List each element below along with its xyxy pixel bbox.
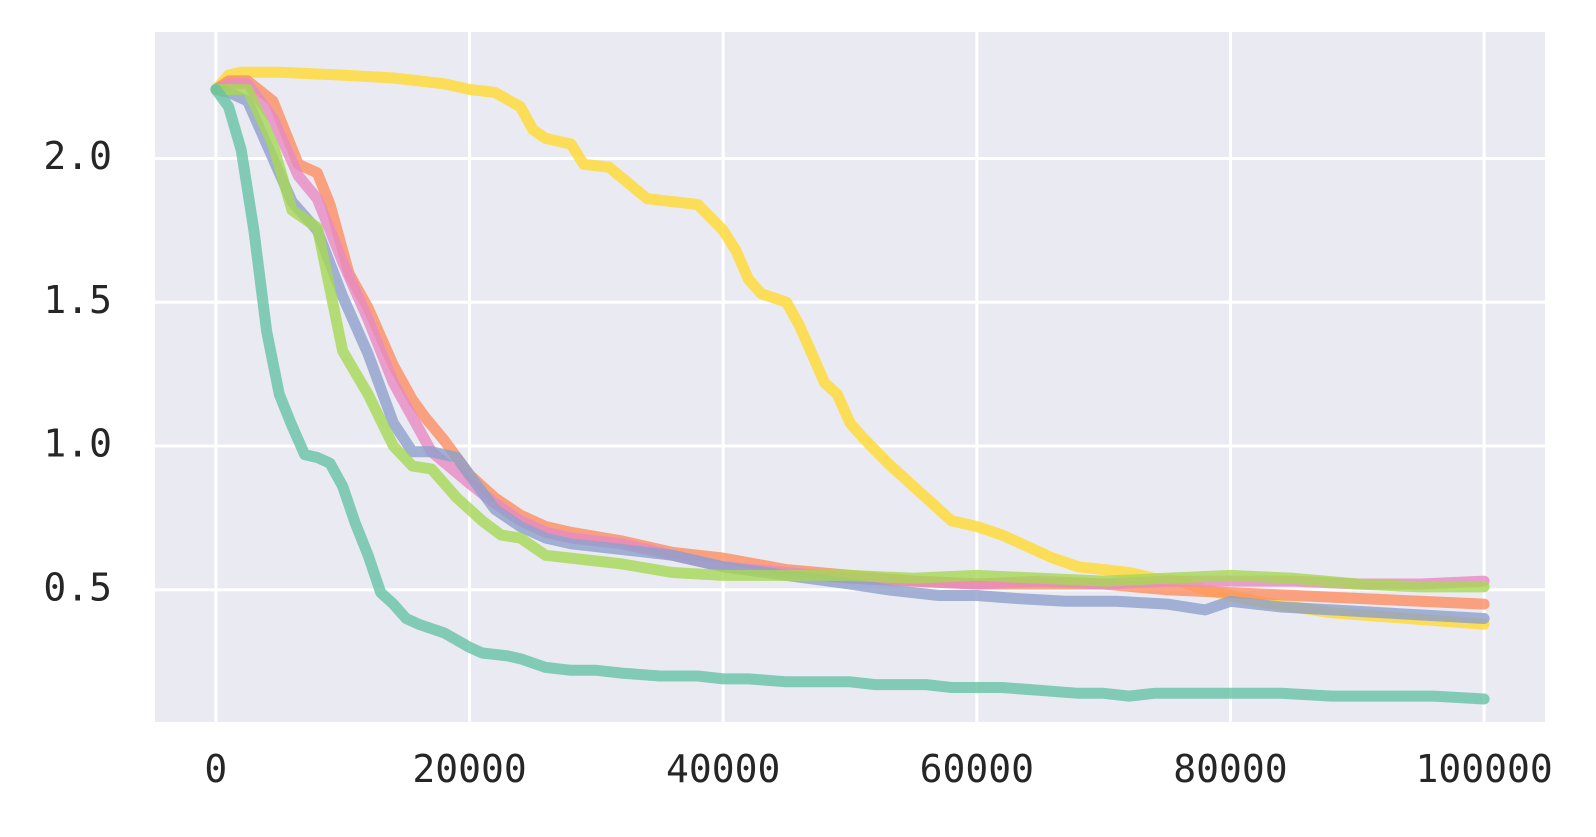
- x-tick-label: 40000: [666, 747, 780, 791]
- series-line-6: [210, 84, 1490, 705]
- series-layer: [210, 66, 1490, 705]
- series-line-4: [210, 84, 1490, 624]
- x-tick-label: 80000: [1173, 747, 1287, 791]
- y-tick-label: 0.5: [43, 565, 112, 609]
- x-axis: 0 20000 40000 60000 80000 100000: [204, 747, 1552, 791]
- y-tick-label: 2.0: [43, 134, 112, 178]
- x-tick-label: 20000: [412, 747, 526, 791]
- y-tick-label: 1.5: [43, 278, 112, 322]
- x-tick-label: 60000: [920, 747, 1034, 791]
- x-tick-label: 100000: [1415, 747, 1552, 791]
- series-line-5: [210, 84, 1490, 593]
- grid: [155, 32, 1545, 722]
- y-tick-label: 1.0: [43, 422, 112, 466]
- y-axis: 0.5 1.0 1.5 2.0: [43, 134, 112, 609]
- x-tick-label: 0: [204, 747, 227, 791]
